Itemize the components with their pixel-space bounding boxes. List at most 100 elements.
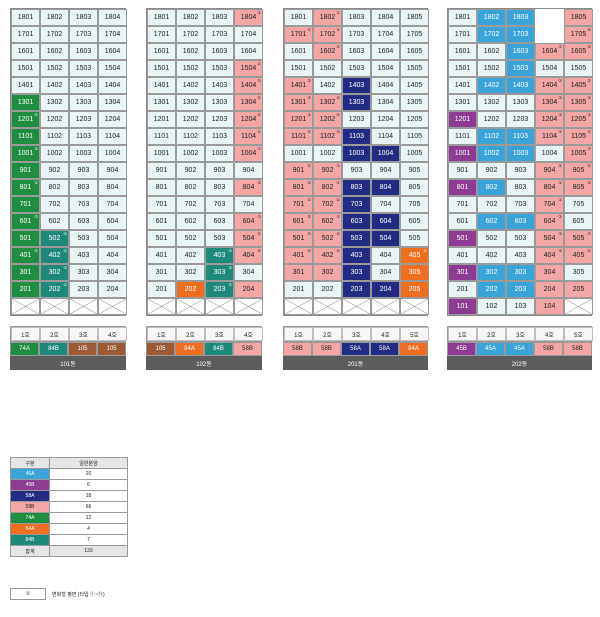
unit-cell: 804 [371, 179, 400, 196]
variant-mark: ① [257, 129, 261, 134]
unit-cell: 1102 [477, 128, 506, 145]
unit-cell: 501 [448, 230, 477, 247]
unit-number: 1301 [153, 99, 170, 106]
unit-cell: 603 [342, 213, 371, 230]
line-type-label: 58A [370, 342, 399, 356]
unit-number: 704 [106, 201, 119, 208]
unit-cell: 1002 [313, 145, 342, 162]
unit-cell: 101 [448, 298, 477, 315]
unit-cell: 1001 ① [11, 145, 40, 162]
unit-cell: 703 [506, 196, 535, 213]
unit-cell: 1802 [40, 9, 69, 26]
legend-type-swatch: 45B [10, 479, 50, 491]
unit-number: 903 [77, 167, 90, 174]
unit-cell: 1601 [448, 43, 477, 60]
unit-number: 405 [572, 252, 585, 259]
unit-cell: 1003 [69, 145, 98, 162]
unit-cell: 703 [205, 196, 234, 213]
unit-cell: 1501 [448, 60, 477, 77]
unit-number: 305 [572, 269, 585, 276]
unit-cell: 602 [477, 213, 506, 230]
unit-number: 1101 [290, 133, 307, 140]
unit-cell: 803 [205, 179, 234, 196]
legend-count: 18 [49, 490, 128, 502]
unit-number: 1003 [348, 150, 365, 157]
unit-cell: 1502 [40, 60, 69, 77]
unit-cell: 1803 [506, 9, 535, 26]
line-type-label: 45A [476, 342, 505, 356]
variant-mark: ① [34, 248, 38, 253]
unit-cell: 1103 [342, 128, 371, 145]
unit-cell: 1301 ① [284, 94, 313, 111]
unit-number: 1205 [406, 116, 423, 123]
unit-number: 1105 [570, 133, 587, 140]
unit-cell: 1301 [448, 94, 477, 111]
unit-cell: 1402 [477, 77, 506, 94]
unit-cell: 1501 [147, 60, 176, 77]
unit-number: 1103 [512, 133, 529, 140]
variant-mark: ① [307, 95, 311, 100]
unit-cell: 1501 [284, 60, 313, 77]
unit-number: 1102 [182, 133, 199, 140]
variant-mark: ① [558, 95, 562, 100]
unit-number: 1102 [319, 133, 336, 140]
unit-number: 1204 [541, 116, 558, 123]
legend-type-swatch: 58B [10, 501, 50, 513]
variant-mark: ① [336, 214, 340, 219]
line-header-row: 1호 2호 3호 4호 [10, 326, 127, 342]
unit-cell: 1003 [506, 145, 535, 162]
variant-mark: ① [558, 248, 562, 253]
unit-number: 205 [408, 286, 421, 293]
unit-cell: 1003 [205, 145, 234, 162]
unit-number: 702 [321, 201, 334, 208]
unit-cell: 1203 [69, 111, 98, 128]
unit-cell: 402 ① [313, 247, 342, 264]
unit-number: 704 [379, 201, 392, 208]
unit-cell: 805 ① [564, 179, 593, 196]
unit-number: 302 [48, 269, 61, 276]
unit-number: 1803 [75, 14, 92, 21]
unit-cell: 804 ① [234, 179, 263, 196]
unit-cell: 401 [147, 247, 176, 264]
unit-number: 1701 [290, 31, 307, 38]
unbuilt-cell [176, 298, 205, 315]
unit-cell: 1605 ① [564, 43, 593, 60]
unit-number: 303 [213, 269, 226, 276]
unit-cell: 1002 [176, 145, 205, 162]
unit-cell: 1105 ① [564, 128, 593, 145]
unit-cell: 302 [176, 264, 205, 281]
unit-cell: 901 ① [284, 162, 313, 179]
line-label: 1호 [11, 327, 40, 341]
unit-number: 1801 [153, 14, 170, 21]
unit-cell: 1205 [400, 111, 429, 128]
unit-cell: 702 [176, 196, 205, 213]
line-type-row: 74A 84B 105 105 [10, 342, 126, 356]
line-type-label: 105 [146, 342, 175, 356]
unit-number: 802 [321, 184, 334, 191]
unit-number: 1404 [104, 82, 121, 89]
unit-number: 1002 [483, 150, 500, 157]
unit-number: 502 [321, 235, 334, 242]
unit-cell: 1502 [477, 60, 506, 77]
unit-number: 402 [48, 252, 61, 259]
unit-cell: 304 [98, 264, 127, 281]
unit-number: 1804 [104, 14, 121, 21]
building-3: 1801 1802 1803 1805 1701 1702 1703 1705 ① 1601 160… [447, 8, 593, 370]
unit-cell: 404 ① [535, 247, 564, 264]
unit-number: 701 [292, 201, 305, 208]
unit-cell: 303 [506, 264, 535, 281]
unit-number: 403 [514, 252, 527, 259]
variant-mark: ① [307, 180, 311, 185]
unit-number: 403 [350, 252, 363, 259]
unit-cell: 901 [448, 162, 477, 179]
unit-cell: 1202 [40, 111, 69, 128]
unit-cell: 302 [477, 264, 506, 281]
unit-number: 1703 [348, 31, 365, 38]
unit-cell: 1404 ① [535, 77, 564, 94]
line-label: 2호 [313, 327, 342, 341]
unit-cell: 1601 [284, 43, 313, 60]
unit-cell: 1402 [313, 77, 342, 94]
unit-cell: 1303 [506, 94, 535, 111]
unit-cell: 1805 [564, 9, 593, 26]
variant-mark: ① [558, 112, 562, 117]
